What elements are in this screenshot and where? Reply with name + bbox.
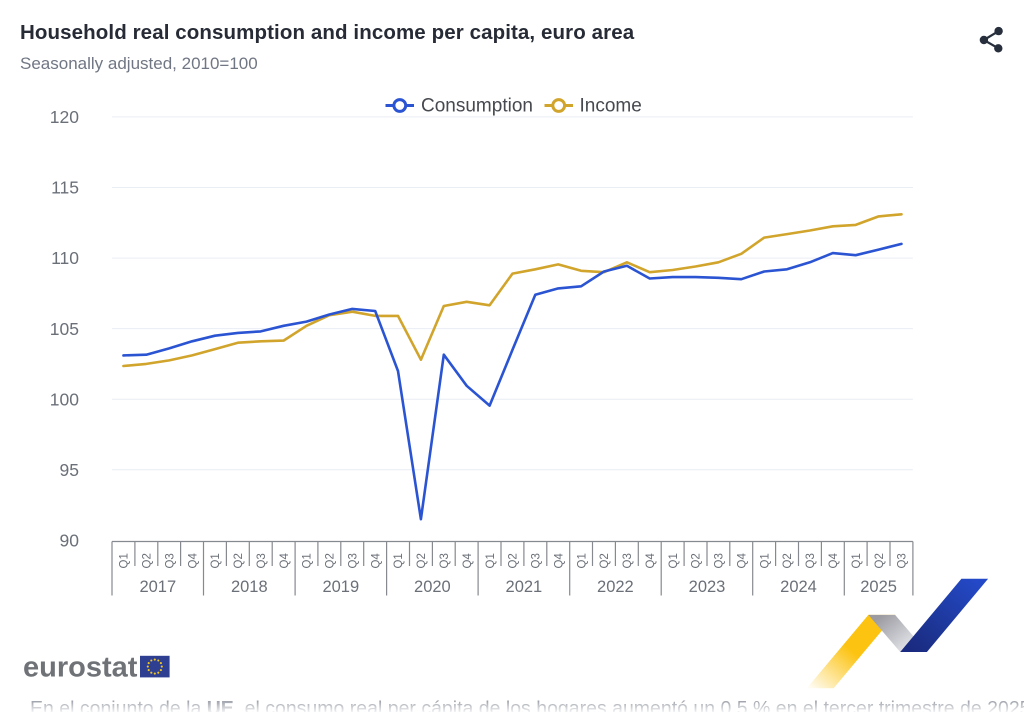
svg-text:105: 105: [50, 319, 79, 339]
svg-text:2025: 2025: [860, 578, 897, 596]
svg-text:Q3: Q3: [164, 553, 176, 568]
svg-text:Q3: Q3: [897, 553, 909, 568]
svg-text:Q3: Q3: [531, 553, 543, 568]
svg-text:Q1: Q1: [393, 553, 405, 568]
svg-text:Q1: Q1: [210, 553, 222, 568]
svg-text:2021: 2021: [506, 578, 543, 596]
svg-text:Q2: Q2: [233, 553, 245, 568]
svg-text:Q4: Q4: [645, 553, 657, 569]
svg-text:Q2: Q2: [142, 553, 154, 568]
svg-text:2022: 2022: [597, 578, 634, 596]
svg-text:Q2: Q2: [599, 553, 611, 568]
svg-text:eurostat: eurostat: [23, 652, 138, 684]
svg-text:Q1: Q1: [119, 553, 131, 568]
svg-text:Q2: Q2: [325, 553, 337, 568]
svg-text:Consumption: Consumption: [421, 96, 533, 117]
svg-text:Q4: Q4: [553, 553, 565, 569]
svg-text:Q3: Q3: [805, 553, 817, 568]
svg-text:110: 110: [51, 248, 79, 268]
svg-text:Q3: Q3: [439, 553, 451, 568]
svg-text:Q4: Q4: [737, 553, 749, 569]
svg-text:Q4: Q4: [462, 553, 474, 569]
svg-text:Q1: Q1: [668, 553, 680, 568]
svg-text:2024: 2024: [780, 578, 817, 596]
svg-text:Q2: Q2: [508, 553, 520, 568]
svg-text:2020: 2020: [414, 578, 451, 596]
svg-text:Q2: Q2: [782, 553, 794, 568]
svg-text:Q1: Q1: [302, 553, 314, 568]
svg-text:2018: 2018: [231, 578, 268, 596]
svg-text:Q4: Q4: [828, 553, 840, 569]
svg-text:95: 95: [60, 460, 79, 480]
svg-text:115: 115: [51, 178, 79, 198]
svg-text:Q3: Q3: [714, 553, 726, 568]
svg-text:Q1: Q1: [851, 553, 863, 568]
svg-text:2019: 2019: [322, 578, 359, 596]
svg-text:120: 120: [50, 107, 79, 127]
svg-text:Q2: Q2: [691, 553, 703, 568]
svg-text:90: 90: [60, 531, 80, 551]
svg-text:Q1: Q1: [576, 553, 588, 568]
svg-text:Income: Income: [580, 96, 642, 117]
svg-text:100: 100: [50, 389, 79, 409]
svg-text:Q3: Q3: [622, 553, 634, 568]
svg-text:2023: 2023: [689, 578, 726, 596]
svg-text:Q4: Q4: [187, 553, 199, 569]
svg-text:Q4: Q4: [370, 553, 382, 569]
svg-text:Q4: Q4: [279, 553, 291, 569]
svg-text:2017: 2017: [139, 578, 176, 596]
svg-text:Q2: Q2: [874, 553, 886, 568]
svg-text:Q1: Q1: [485, 553, 497, 568]
svg-text:Q3: Q3: [256, 553, 268, 568]
svg-text:Q1: Q1: [759, 553, 771, 568]
svg-text:Q3: Q3: [348, 553, 360, 568]
svg-text:Q2: Q2: [416, 553, 428, 568]
